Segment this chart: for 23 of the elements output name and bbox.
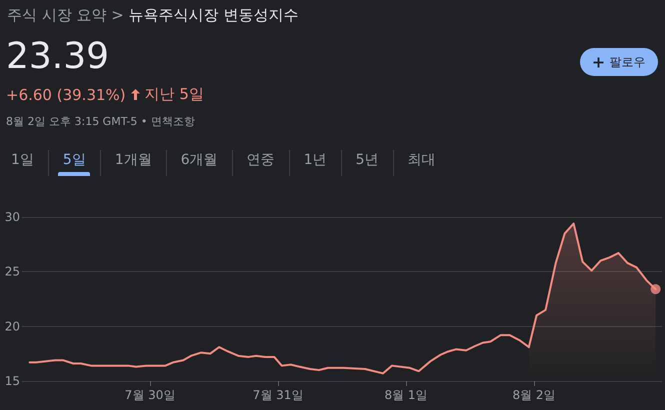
text: +6.60 (39.31%): [6, 86, 126, 104]
text: 주식 시장 요약 >: [7, 6, 124, 24]
y-tick-label: 25: [4, 264, 20, 279]
text: 8월 2일 오후 3:15 GMT-5 • 면책조항: [6, 115, 195, 128]
chart-title: 뉴욕주식시장 변동성지수: [128, 6, 298, 24]
text: 지난 5일: [144, 85, 204, 104]
y-tick-label: 20: [4, 319, 20, 334]
text: 최대: [392, 150, 450, 176]
x-tick-label: 7월 31일: [252, 388, 304, 402]
x-tick-label: 7월 30일: [124, 388, 176, 402]
text: 팔로우: [610, 54, 646, 70]
text: 연중: [232, 150, 289, 176]
text: 23.39: [6, 36, 110, 77]
y-tick-label: 30: [4, 210, 20, 224]
text: 5년: [340, 150, 393, 176]
text: 6개월: [166, 150, 232, 176]
text: 5일: [48, 150, 100, 176]
y-tick-label: 15: [4, 374, 20, 388]
text: 1년: [288, 150, 341, 176]
text: 1일: [10, 151, 35, 170]
x-tick-label: 8월 2일: [512, 388, 556, 402]
text: 1개월: [100, 150, 166, 176]
x-tick-label: 8월 1일: [384, 388, 428, 402]
